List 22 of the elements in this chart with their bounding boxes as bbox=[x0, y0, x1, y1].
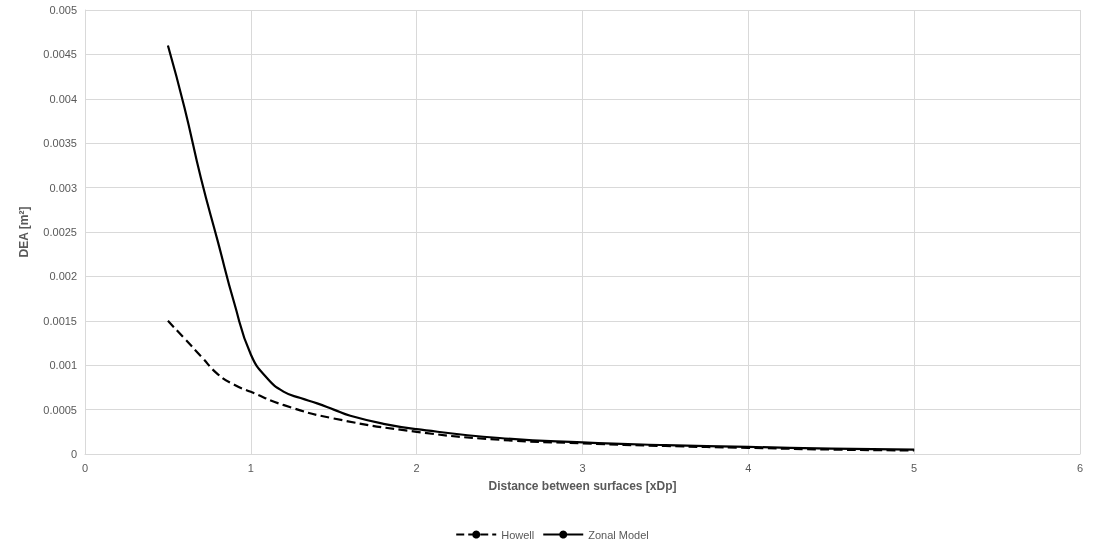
y-axis-title: DEA [m²] bbox=[17, 206, 31, 258]
legend-label: Howell bbox=[501, 528, 535, 541]
x-tick-label: 4 bbox=[745, 461, 752, 474]
y-tick-label: 0.0045 bbox=[43, 48, 77, 61]
y-tick-label: 0.0035 bbox=[43, 137, 77, 150]
y-tick-label: 0.002 bbox=[49, 270, 77, 283]
y-tick-label: 0 bbox=[70, 448, 77, 460]
x-tick-label: 6 bbox=[1076, 461, 1084, 474]
x-tick-label: 0 bbox=[81, 461, 89, 474]
x-axis-title: Distance between surfaces [xDp] bbox=[488, 479, 677, 493]
y-tick-label: 0.0005 bbox=[43, 403, 77, 416]
x-tick-label: 1 bbox=[247, 461, 254, 474]
legend-label: Zonal Model bbox=[588, 528, 649, 541]
y-tick-label: 0.005 bbox=[49, 4, 77, 16]
x-tick-label: 5 bbox=[911, 461, 918, 474]
x-tick-label: 2 bbox=[413, 461, 420, 474]
y-tick-label: 0.0015 bbox=[43, 314, 77, 327]
x-tick-label: 3 bbox=[579, 461, 586, 474]
y-tick-label: 0.001 bbox=[49, 359, 77, 372]
y-tick-label: 0.003 bbox=[49, 181, 77, 194]
y-tick-label: 0.004 bbox=[49, 92, 77, 105]
y-tick-label: 0.0025 bbox=[43, 226, 77, 238]
